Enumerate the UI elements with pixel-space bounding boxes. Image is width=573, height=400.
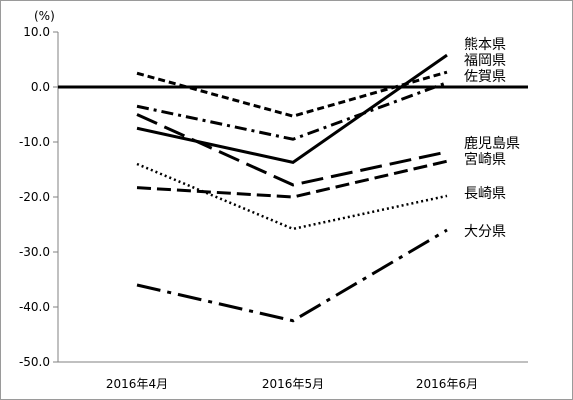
series-line [136, 228, 448, 323]
series-line [136, 113, 448, 187]
x-tick-label: 2016年6月 [416, 377, 478, 391]
legend-label: 佐賀県 [464, 69, 506, 85]
series-line [136, 53, 448, 164]
series-line [136, 162, 448, 231]
legend-label: 熊本県 [464, 37, 506, 53]
legend-label: 大分県 [464, 224, 506, 240]
y-tick-label: -30.0 [19, 245, 50, 259]
y-tick-label: -40.0 [19, 300, 50, 314]
series-line [136, 81, 448, 141]
x-tick-label: 2016年5月 [262, 377, 324, 391]
y-tick-label: 10.0 [23, 25, 50, 39]
y-tick-label: 0.0 [31, 80, 50, 94]
series-group [136, 53, 448, 323]
series-line [136, 159, 448, 199]
legend-label: 福岡県 [464, 53, 506, 69]
y-axis: 10.0 0.0 -10.0 -20.0 -30.0 -40.0 -50.0 [19, 25, 59, 369]
y-tick-label: -50.0 [19, 355, 50, 369]
x-axis: 2016年4月 2016年5月 2016年6月 [58, 361, 528, 391]
y-tick-label: -10.0 [19, 135, 50, 149]
legend-label: 宮崎県 [464, 152, 506, 168]
series-line [136, 70, 448, 118]
x-tick-label: 2016年4月 [106, 377, 168, 391]
unit-label: (%) [34, 9, 55, 23]
legend-label: 鹿児島県 [464, 135, 520, 152]
y-tick-label: -20.0 [19, 190, 50, 204]
legend-label: 長崎県 [464, 186, 506, 202]
